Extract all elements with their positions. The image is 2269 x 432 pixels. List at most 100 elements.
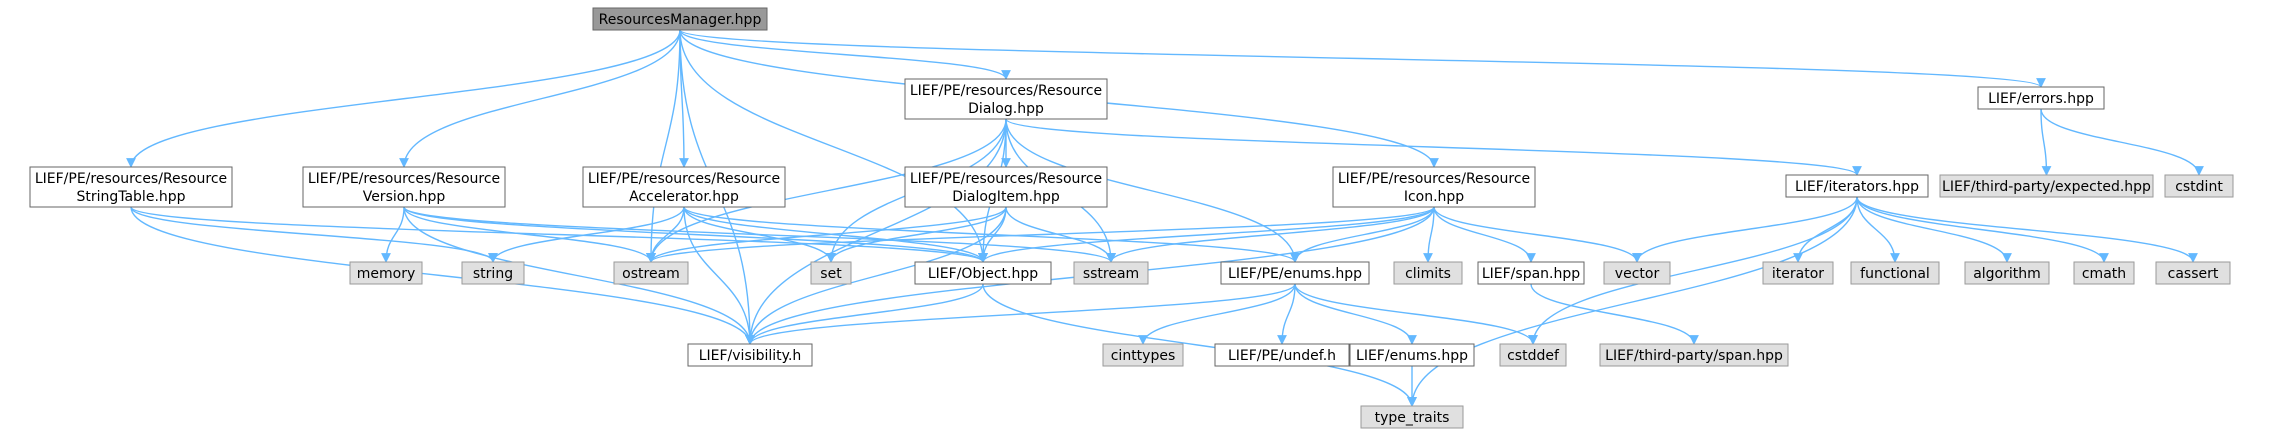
edge-object-to-visibility: [745, 283, 984, 345]
edge-iterators-to-typetraits: [1407, 196, 1858, 407]
node-ostream: ostream: [613, 261, 689, 285]
node-box-cmath: [2073, 261, 2135, 285]
node-box-visibility: [687, 343, 813, 367]
edge-rm-to-version: [399, 29, 681, 168]
node-label-accel-line1: LIEF/PE/resources/Resource: [588, 171, 780, 187]
edge-rm-to-ostream: [646, 29, 681, 263]
edge-errors-to-expected: [2040, 108, 2052, 176]
node-label-dialog-line1: LIEF/PE/resources/Resource: [910, 83, 1102, 99]
edge-dialog-to-iterators: [1005, 118, 1862, 176]
node-box-memory: [349, 261, 423, 285]
edge-rm-to-dialog: [679, 29, 1011, 80]
node-box-typetraits: [1360, 405, 1464, 429]
edge-iterators-to-cmath: [1856, 196, 2109, 263]
node-cstdint: cstdint: [2164, 174, 2234, 198]
node-label-object: LIEF/Object.hpp: [928, 266, 1038, 282]
node-box-vector: [1603, 261, 1671, 285]
edge-dialogitem-to-set: [826, 206, 1007, 263]
edge-iterators-to-algorithm: [1856, 196, 2012, 263]
node-label-cassert: cassert: [2168, 266, 2219, 282]
edge-span-to-tpspan: [1530, 283, 1699, 345]
node-label-version-line1: LIEF/PE/resources/Resource: [308, 171, 500, 187]
node-object[interactable]: LIEF/Object.hpp: [914, 261, 1052, 285]
edge-dialogitem-to-ostream: [646, 206, 1007, 263]
node-stringtable[interactable]: LIEF/PE/resources/Resource StringTable.hp…: [29, 166, 233, 208]
node-undef[interactable]: LIEF/PE/undef.h: [1214, 343, 1350, 367]
node-memory: memory: [349, 261, 423, 285]
node-iterators[interactable]: LIEF/iterators.hpp: [1785, 174, 1929, 198]
node-vector: vector: [1603, 261, 1671, 285]
node-label-cstdint: cstdint: [2175, 179, 2223, 195]
node-enums[interactable]: LIEF/enums.hpp: [1349, 343, 1475, 367]
edge-icon-to-peenums: [1290, 206, 1435, 263]
node-box-rm: [592, 7, 768, 31]
node-rm[interactable]: ResourcesManager.hpp: [592, 7, 768, 31]
edge-peenums-to-enums: [1294, 283, 1417, 345]
node-label-vector: vector: [1615, 266, 1660, 282]
node-sstream: sstream: [1073, 261, 1149, 285]
edge-accel-to-visibility: [683, 206, 755, 345]
node-label-set: set: [820, 266, 842, 282]
node-box-iterator: [1762, 261, 1834, 285]
edge-object-to-typetraits: [982, 283, 1417, 407]
node-box-version: [302, 166, 506, 208]
node-box-functional: [1850, 261, 1940, 285]
node-box-cstddef: [1499, 343, 1567, 367]
node-label-memory: memory: [357, 266, 416, 282]
node-label-peenums: LIEF/PE/enums.hpp: [1228, 266, 1362, 282]
node-label-cmath: cmath: [2082, 266, 2126, 282]
node-cassert: cassert: [2155, 261, 2231, 285]
node-label-dialogitem-line2: DialogItem.hpp: [952, 189, 1060, 205]
node-box-cinttypes: [1102, 343, 1184, 367]
node-box-climits: [1393, 261, 1463, 285]
edge-peenums-to-undef: [1277, 283, 1296, 345]
edge-version-to-visibility: [403, 206, 755, 345]
node-box-object: [914, 261, 1052, 285]
node-visibility[interactable]: LIEF/visibility.h: [687, 343, 813, 367]
edge-dialog-to-visibility: [745, 118, 1007, 345]
node-label-tpspan: LIEF/third-party/span.hpp: [1605, 348, 1783, 364]
edge-stringtable-to-object: [130, 206, 988, 263]
node-box-peenums: [1220, 261, 1370, 285]
node-box-set: [810, 261, 852, 285]
node-box-sstream: [1073, 261, 1149, 285]
node-label-errors: LIEF/errors.hpp: [1988, 91, 2094, 107]
nodes-layer: ResourcesManager.hpp LIEF/PE/resources/Re…: [29, 7, 2234, 429]
edge-rm-to-stringtable: [126, 29, 681, 168]
node-version[interactable]: LIEF/PE/resources/Resource Version.hpp: [302, 166, 506, 208]
node-dialogitem[interactable]: LIEF/PE/resources/Resource DialogItem.hpp: [904, 166, 1108, 208]
node-label-enums: LIEF/enums.hpp: [1356, 348, 1468, 364]
edge-peenums-to-visibility: [745, 283, 1296, 345]
edge-icon-to-sstream: [1106, 206, 1435, 263]
node-climits: climits: [1393, 261, 1463, 285]
node-label-typetraits: type_traits: [1375, 410, 1450, 426]
edge-accel-to-set: [683, 206, 836, 263]
node-label-dialogitem-line1: LIEF/PE/resources/Resource: [910, 171, 1102, 187]
node-label-accel-line2: Accelerator.hpp: [629, 189, 739, 205]
node-tpspan: LIEF/third-party/span.hpp: [1599, 343, 1789, 367]
edge-icon-to-object: [978, 206, 1435, 263]
node-span[interactable]: LIEF/span.hpp: [1477, 261, 1585, 285]
node-functional: functional: [1850, 261, 1940, 285]
node-box-icon: [1332, 166, 1536, 208]
node-label-stringtable-line2: StringTable.hpp: [76, 189, 185, 205]
node-accel[interactable]: LIEF/PE/resources/Resource Accelerator.hp…: [582, 166, 786, 208]
node-dialog[interactable]: LIEF/PE/resources/Resource Dialog.hpp: [904, 78, 1108, 120]
node-box-string: [461, 261, 525, 285]
node-label-cstddef: cstddef: [1507, 348, 1560, 364]
node-set: set: [810, 261, 852, 285]
node-box-expected: [1939, 174, 2154, 198]
node-label-span: LIEF/span.hpp: [1482, 266, 1580, 282]
edge-iterators-to-vector: [1632, 196, 1858, 263]
node-cstddef: cstddef: [1499, 343, 1567, 367]
node-icon[interactable]: LIEF/PE/resources/Resource Icon.hpp: [1332, 166, 1536, 208]
node-box-cassert: [2155, 261, 2231, 285]
node-label-dialog-line2: Dialog.hpp: [968, 101, 1044, 117]
node-box-algorithm: [1964, 261, 2050, 285]
node-cinttypes: cinttypes: [1102, 343, 1184, 367]
edge-peenums-to-cstddef: [1294, 283, 1538, 345]
node-peenums[interactable]: LIEF/PE/enums.hpp: [1220, 261, 1370, 285]
node-label-rm: ResourcesManager.hpp: [599, 12, 762, 28]
node-errors[interactable]: LIEF/errors.hpp: [1977, 86, 2105, 110]
edge-icon-to-vector: [1433, 206, 1642, 263]
